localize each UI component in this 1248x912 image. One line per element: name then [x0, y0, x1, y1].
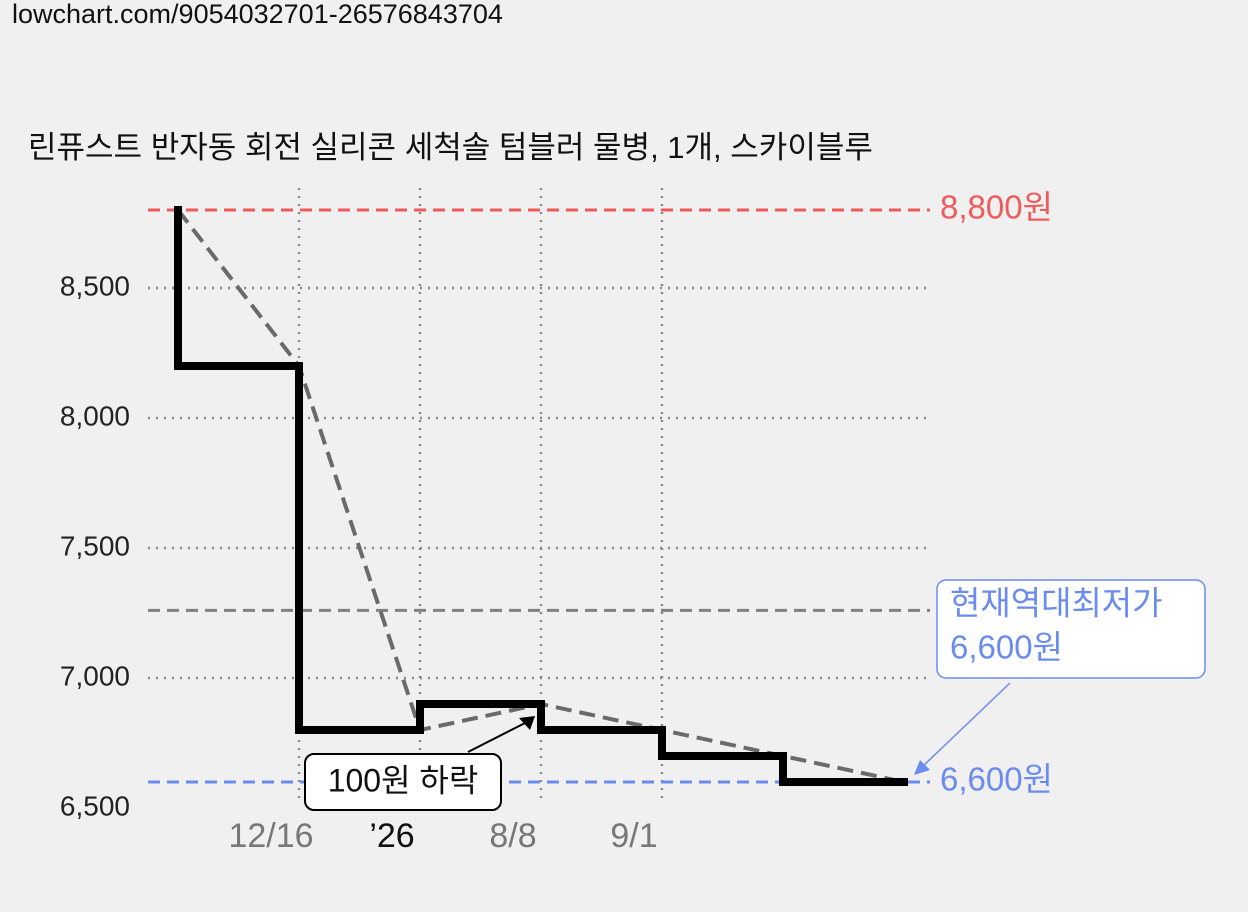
- annotation-text: 현재역대최저가: [950, 585, 1163, 622]
- arrowhead: [914, 760, 930, 775]
- annotation-arrow: [921, 682, 1011, 768]
- x-tick-label: ’26: [369, 817, 414, 855]
- y-tick-label: 7,500: [60, 530, 130, 561]
- reference-label: 6,600원: [940, 761, 1053, 798]
- reference-label: 8,800원: [940, 189, 1053, 226]
- url: lowchart.com/9054032701-26576843704: [12, 0, 503, 29]
- annotation-box: [936, 579, 1206, 679]
- y-tick-label: 6,500: [60, 790, 130, 821]
- y-tick-label: 7,000: [60, 660, 130, 691]
- x-tick-label: 9/1: [610, 817, 657, 855]
- annotation-box: [304, 753, 502, 811]
- x-tick-label: 12/16: [228, 817, 313, 855]
- annotation-text: 100원 하락: [328, 762, 479, 798]
- y-tick-label: 8,000: [60, 400, 130, 431]
- annotation-text: 6,600원: [950, 629, 1063, 666]
- chart-title: 린퓨스트 반자동 회전 실리콘 세척솔 텀블러 물병, 1개, 스카이블루: [28, 130, 873, 165]
- y-tick-label: 8,500: [60, 270, 130, 301]
- x-tick-label: 8/8: [489, 817, 536, 855]
- trend-line: [176, 208, 905, 784]
- annotation-arrow: [467, 721, 528, 753]
